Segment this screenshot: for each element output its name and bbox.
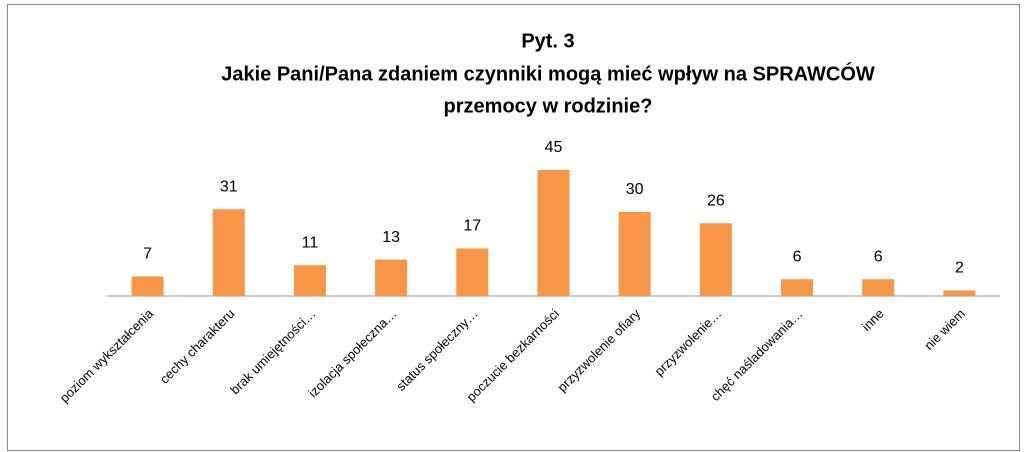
bar [943,290,976,296]
bar [131,276,164,296]
bar [375,259,408,296]
data-label: 6 [793,248,802,265]
bar [781,279,814,296]
data-label: 17 [463,218,481,235]
chart-title: Pyt. 3 [521,30,574,52]
data-label: 13 [382,229,400,246]
bar [537,170,570,296]
data-label: 7 [143,246,152,263]
data-label: 26 [707,192,725,209]
bar [293,265,326,296]
bar [862,279,895,296]
bar [456,248,489,296]
data-label: 6 [874,248,883,265]
chart-title: Jakie Pani/Pana zdaniem czynniki mogą mi… [221,61,875,85]
chart-title: przemocy w rodzinie? [444,95,653,117]
chart-border [7,4,1020,451]
data-label: 31 [220,178,238,195]
bar [699,223,732,296]
data-label: 30 [626,181,644,198]
data-label: 11 [302,234,319,251]
bar [212,209,245,296]
data-label: 2 [955,260,964,277]
bar [618,212,651,296]
data-label: 45 [545,139,563,156]
